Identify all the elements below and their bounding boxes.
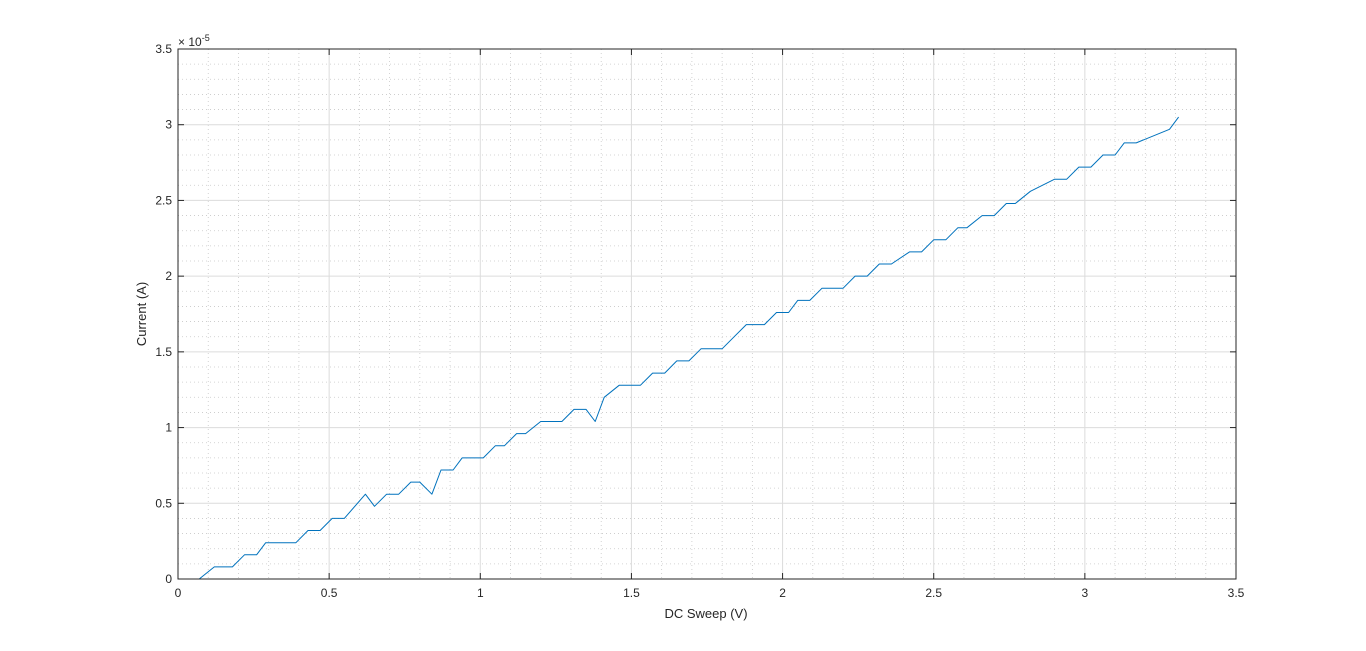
minor-grid [178,49,1236,579]
series-layer [178,116,1180,580]
y-tick-label: 2 [165,269,172,283]
x-tick-label: 0 [175,586,182,600]
x-tick-label: 3 [1082,586,1089,600]
x-tick-label: 2 [779,586,786,600]
y-tick-label: 3 [165,118,172,132]
x-tick-labels: 0 0.5 1 1.5 2 2.5 3 3.5 [175,586,1245,600]
plot-area-frame [177,48,1237,580]
series-line [178,116,1180,580]
y-tick-label: 2.5 [155,193,172,207]
x-tick-label: 1 [477,586,484,600]
x-tick-label: 2.5 [925,586,942,600]
y-axis-exponent-power: -5 [202,33,210,43]
y-tick-label: 0 [165,572,172,586]
x-tick-label: 1.5 [623,586,640,600]
y-tick-label: 3.5 [155,42,172,56]
tick-marks [177,48,1237,580]
y-tick-labels: 0 0.5 1 1.5 2 2.5 3 3.5 [155,42,172,586]
x-tick-label: 3.5 [1228,586,1245,600]
y-tick-label: 1 [165,421,172,435]
y-axis-exponent: × 10-5 [178,33,210,49]
y-axis-label: Current (A) [134,282,149,346]
x-tick-label: 0.5 [321,586,338,600]
major-grid [178,49,1236,579]
y-axis-exponent-base: × 10 [178,35,202,49]
x-axis-label: DC Sweep (V) [664,606,747,621]
y-tick-label: 0.5 [155,496,172,510]
y-tick-label: 1.5 [155,345,172,359]
